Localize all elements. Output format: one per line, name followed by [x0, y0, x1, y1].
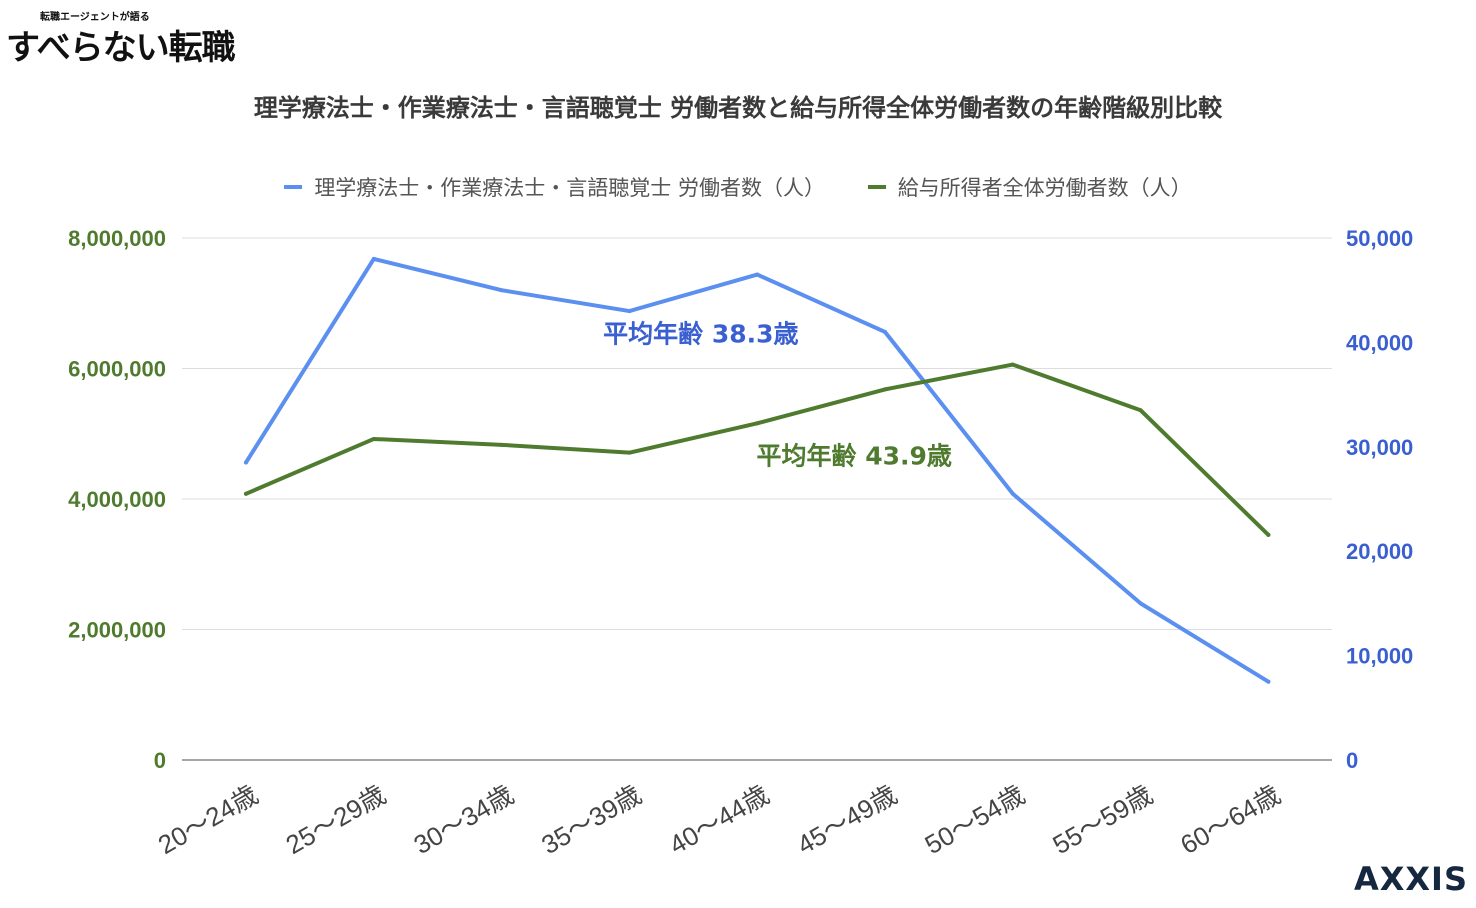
data-point-pt [1010, 491, 1015, 496]
y-right-tick-label: 0 [1346, 748, 1358, 773]
x-tick-label: 30〜34歳 [408, 779, 518, 860]
data-point-all [244, 491, 248, 496]
logo-tagline: 転職エージェントが語る [40, 12, 150, 23]
annotation-avg-age-all: 平均年齢 43.9歳 [757, 442, 952, 471]
y-right-tick-label: 30,000 [1346, 435, 1413, 460]
y-right-tick-label: 50,000 [1346, 226, 1413, 251]
data-point-pt [499, 288, 504, 293]
data-point-pt [755, 272, 760, 277]
y-right-tick-label: 10,000 [1346, 644, 1413, 669]
legend-label-all: 給与所得者全体労働者数（人） [897, 176, 1192, 200]
x-tick-label: 55〜59歳 [1047, 779, 1157, 860]
logo-name: すべらない転職 [6, 28, 236, 68]
x-tick-label: 50〜54歳 [920, 779, 1030, 860]
y-right-tick-label: 20,000 [1346, 539, 1413, 564]
x-tick-label: 60〜64歳 [1175, 779, 1285, 860]
site-logo: 転職エージェントが語る すべらない転職 [6, 6, 236, 68]
brand-logo: AXXIS [1353, 860, 1468, 898]
chart-title: 理学療法士・作業療法士・言語聴覚士 労働者数と給与所得全体労働者数の年齢階級別比… [253, 94, 1223, 122]
data-point-all [1266, 532, 1271, 537]
legend-item-all: 給与所得者全体労働者数（人） [867, 172, 1192, 202]
y-left-tick-label: 0 [154, 748, 166, 773]
data-point-all [1138, 408, 1143, 413]
x-tick-label: 40〜44歳 [664, 779, 774, 860]
data-point-pt [1266, 679, 1271, 684]
x-tick-label: 25〜29歳 [281, 779, 391, 860]
data-point-all [755, 421, 760, 426]
data-point-pt [371, 256, 376, 261]
x-tick-label: 45〜49歳 [792, 779, 902, 860]
data-point-all [499, 442, 504, 447]
y-left-tick-label: 2,000,000 [68, 618, 166, 643]
legend-swatch-pt [284, 185, 303, 189]
annotation-avg-age-pt: 平均年齢 38.3歳 [603, 319, 798, 348]
y-left-tick-label: 4,000,000 [68, 487, 166, 512]
y-left-tick-label: 8,000,000 [68, 226, 166, 251]
data-point-pt [883, 329, 887, 334]
data-point-all [627, 450, 632, 455]
data-point-all [883, 387, 887, 392]
y-left-tick-label: 6,000,000 [68, 357, 166, 382]
data-point-all [1010, 362, 1015, 367]
legend-label-pt: 理学療法士・作業療法士・言語聴覚士 労働者数（人） [314, 176, 825, 200]
chart-legend: 理学療法士・作業療法士・言語聴覚士 労働者数（人） 給与所得者全体労働者数（人） [0, 170, 1476, 202]
data-point-pt [244, 460, 248, 465]
x-tick-label: 20〜24歳 [153, 779, 263, 860]
y-right-tick-label: 40,000 [1346, 330, 1413, 355]
data-point-pt [1138, 601, 1143, 606]
x-tick-label: 35〜39歳 [536, 779, 646, 860]
legend-swatch-all [867, 185, 886, 189]
data-point-all [371, 436, 376, 441]
data-point-pt [627, 309, 632, 314]
legend-item-pt: 理学療法士・作業療法士・言語聴覚士 労働者数（人） [284, 172, 825, 202]
